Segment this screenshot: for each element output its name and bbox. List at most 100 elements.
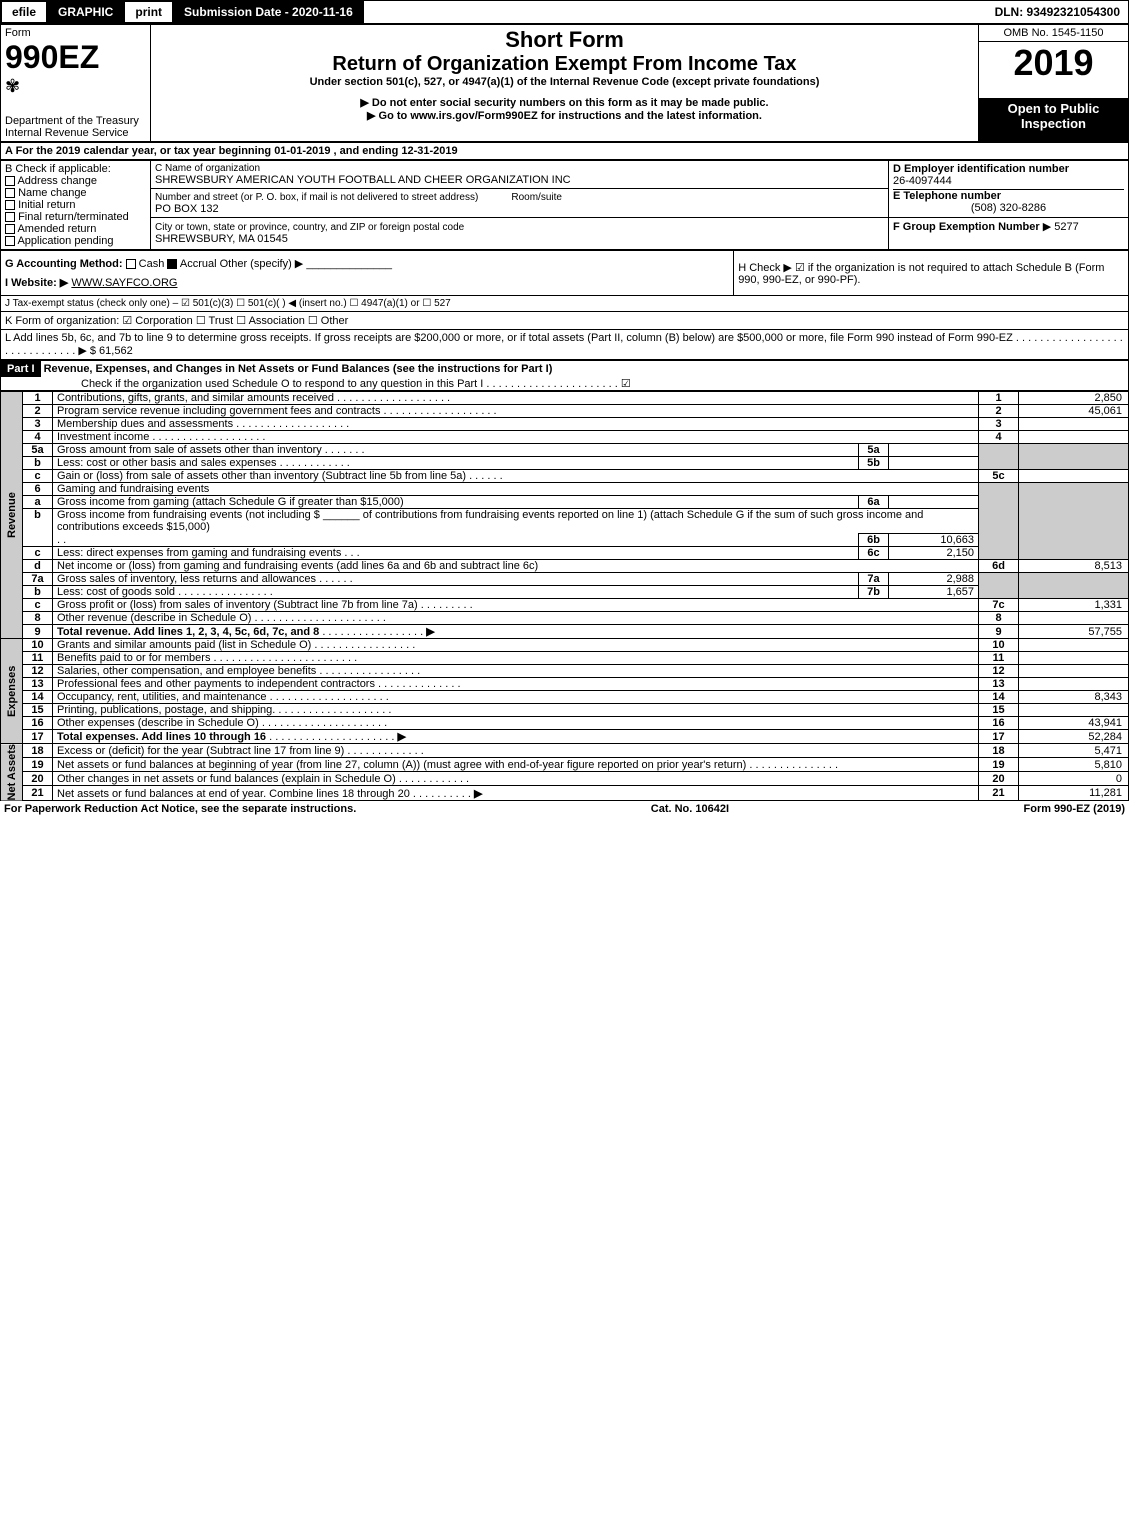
warn-text: ▶ Do not enter social security numbers o… <box>155 96 974 109</box>
line-20-rn: 20 <box>979 772 1019 786</box>
line-9-desc: Total revenue. Add lines 1, 2, 3, 4, 5c,… <box>57 626 319 638</box>
app-pending-checkbox[interactable] <box>5 236 15 246</box>
line-5b-desc: Less: cost or other basis and sales expe… <box>57 457 277 469</box>
accrual-label: Accrual <box>180 258 217 270</box>
line-11-num: 11 <box>23 652 53 665</box>
line-6a-sn: 6a <box>859 496 889 509</box>
line-6d-num: d <box>23 560 53 573</box>
line-16-desc: Other expenses (describe in Schedule O) <box>57 717 259 729</box>
line-11-amt <box>1019 652 1129 665</box>
line-6b-desc: Gross income from fundraising events (no… <box>53 509 979 534</box>
line-21-desc: Net assets or fund balances at end of ye… <box>57 788 410 800</box>
line-17-desc: Total expenses. Add lines 10 through 16 <box>57 731 266 743</box>
line-6b-num: b <box>23 509 53 547</box>
amended-return-checkbox[interactable] <box>5 224 15 234</box>
k-label: K Form of organization: ☑ Corporation ☐ … <box>1 312 1129 330</box>
line-14-num: 14 <box>23 691 53 704</box>
line-5c-rn: 5c <box>979 470 1019 483</box>
accrual-checkbox[interactable] <box>167 259 177 269</box>
line-6c-sv: 2,150 <box>889 547 979 560</box>
line-9-num: 9 <box>23 625 53 639</box>
line-6d-rn: 6d <box>979 560 1019 573</box>
line-21-rn: 21 <box>979 786 1019 801</box>
subtitle: Under section 501(c), 527, or 4947(a)(1)… <box>155 76 974 88</box>
irs-label: Internal Revenue Service <box>5 127 146 139</box>
line-7c-rn: 7c <box>979 599 1019 612</box>
final-return-checkbox[interactable] <box>5 212 15 222</box>
line-2-rn: 2 <box>979 405 1019 418</box>
line-11-desc: Benefits paid to or for members <box>57 652 210 664</box>
room-label: Room/suite <box>511 192 562 203</box>
line-10-amt <box>1019 639 1129 652</box>
submission-date-button[interactable]: Submission Date - 2020-11-16 <box>173 1 364 23</box>
line-2-amt: 45,061 <box>1019 405 1129 418</box>
line-7b-num: b <box>23 586 53 599</box>
street-label: Number and street (or P. O. box, if mail… <box>155 192 478 203</box>
line-6c-desc: Less: direct expenses from gaming and fu… <box>57 547 341 559</box>
short-form-title: Short Form <box>155 27 974 53</box>
e-phone-label: E Telephone number <box>893 189 1124 202</box>
name-change-label: Name change <box>18 187 87 199</box>
line-5b-sn: 5b <box>859 457 889 470</box>
ghijkl-table: G Accounting Method: Cash Accrual Other … <box>0 250 1129 360</box>
amended-return-label: Amended return <box>17 223 96 235</box>
line-17-rn: 17 <box>979 730 1019 744</box>
line-17-num: 17 <box>23 730 53 744</box>
line-7b-sn: 7b <box>859 586 889 599</box>
part1-check: Check if the organization used Schedule … <box>1 377 1128 390</box>
form-word: Form <box>5 27 146 39</box>
dept-label: Department of the Treasury <box>5 115 146 127</box>
graphic-button[interactable]: GRAPHIC <box>47 1 124 23</box>
l-text: L Add lines 5b, 6c, and 7b to line 9 to … <box>1 330 1129 360</box>
org-name: SHREWSBURY AMERICAN YOUTH FOOTBALL AND C… <box>155 174 884 186</box>
line-7a-sv: 2,988 <box>889 573 979 586</box>
line-21-amt: 11,281 <box>1019 786 1129 801</box>
line-8-amt <box>1019 612 1129 625</box>
line-7a-sn: 7a <box>859 573 889 586</box>
addr-change-checkbox[interactable] <box>5 176 15 186</box>
line-5c-amt <box>1019 470 1129 483</box>
initial-return-checkbox[interactable] <box>5 200 15 210</box>
line-5a-desc: Gross amount from sale of assets other t… <box>57 444 322 456</box>
pra-notice: For Paperwork Reduction Act Notice, see … <box>4 803 356 815</box>
cash-label: Cash <box>139 258 165 270</box>
line-8-num: 8 <box>23 612 53 625</box>
print-button[interactable]: print <box>124 1 173 23</box>
line-18-num: 18 <box>23 744 53 758</box>
line-7c-amt: 1,331 <box>1019 599 1129 612</box>
line-12-num: 12 <box>23 665 53 678</box>
efile-button[interactable]: efile <box>1 1 47 23</box>
line-6b-sv: 10,663 <box>889 534 979 547</box>
line-4-amt <box>1019 431 1129 444</box>
button-group: efile GRAPHIC print Submission Date - 20… <box>1 1 364 23</box>
goto-link[interactable]: ▶ Go to www.irs.gov/Form990EZ for instru… <box>155 109 974 122</box>
city-value: SHREWSBURY, MA 01545 <box>155 233 884 245</box>
website-link[interactable]: WWW.SAYFCO.ORG <box>71 277 177 289</box>
cat-no: Cat. No. 10642I <box>651 803 729 815</box>
period-a: A For the 2019 calendar year, or tax yea… <box>1 143 1129 160</box>
entity-info-table: B Check if applicable: Address change Na… <box>0 160 1129 250</box>
part1-body-table: Revenue 1 Contributions, gifts, grants, … <box>0 391 1129 801</box>
initial-return-label: Initial return <box>18 199 75 211</box>
line-19-amt: 5,810 <box>1019 758 1129 772</box>
line-5c-desc: Gain or (loss) from sale of assets other… <box>57 470 466 482</box>
line-19-desc: Net assets or fund balances at beginning… <box>57 759 746 771</box>
line-5b-sv <box>889 457 979 470</box>
g-label: G Accounting Method: <box>5 258 123 270</box>
h-text: H Check ▶ ☑ if the organization is not r… <box>734 251 1129 296</box>
cash-checkbox[interactable] <box>126 259 136 269</box>
name-change-checkbox[interactable] <box>5 188 15 198</box>
return-title: Return of Organization Exempt From Incom… <box>155 53 974 76</box>
line-1-desc: Contributions, gifts, grants, and simila… <box>57 392 334 404</box>
line-15-num: 15 <box>23 704 53 717</box>
line-12-desc: Salaries, other compensation, and employ… <box>57 665 316 677</box>
omb-number: OMB No. 1545-1150 <box>979 25 1128 42</box>
line-3-desc: Membership dues and assessments <box>57 418 233 430</box>
line-4-rn: 4 <box>979 431 1019 444</box>
line-19-rn: 19 <box>979 758 1019 772</box>
dln-label: DLN: 93492321054300 <box>987 2 1128 22</box>
line-2-num: 2 <box>23 405 53 418</box>
ein-value: 26-4097444 <box>893 175 1124 187</box>
i-label: I Website: ▶ <box>5 277 68 289</box>
line-4-desc: Investment income <box>57 431 149 443</box>
